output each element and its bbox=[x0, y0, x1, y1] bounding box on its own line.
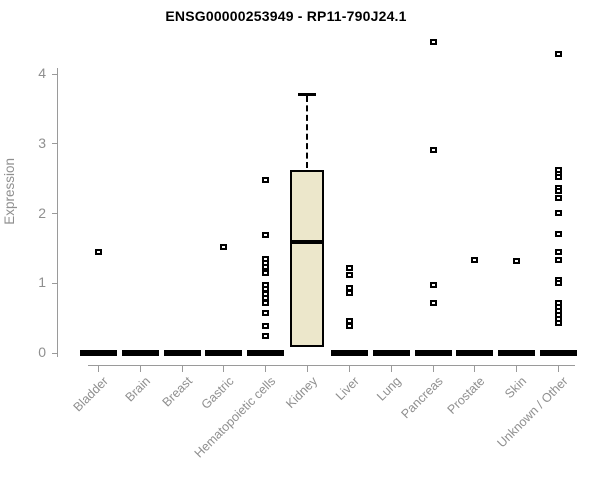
data-point bbox=[513, 257, 521, 264]
x-category-label: Brain bbox=[122, 374, 153, 405]
x-axis-tick bbox=[390, 366, 392, 372]
median-line bbox=[290, 240, 325, 245]
y-tick-label: 3 bbox=[38, 134, 46, 151]
collapsed-box bbox=[80, 350, 117, 356]
data-point bbox=[262, 310, 270, 317]
y-axis-tick bbox=[52, 73, 57, 75]
collapsed-box bbox=[456, 350, 494, 356]
data-point bbox=[429, 147, 437, 154]
data-point bbox=[555, 248, 563, 255]
whisker-line bbox=[306, 96, 309, 169]
data-point bbox=[429, 299, 437, 306]
data-point bbox=[555, 320, 563, 326]
data-point bbox=[555, 209, 563, 216]
x-axis-tick bbox=[558, 366, 560, 372]
data-point bbox=[220, 243, 228, 250]
y-tick-label: 0 bbox=[38, 344, 46, 360]
data-point bbox=[555, 195, 563, 202]
data-point bbox=[262, 269, 270, 276]
data-point bbox=[345, 264, 353, 271]
collapsed-box bbox=[247, 350, 285, 356]
data-point bbox=[555, 230, 563, 237]
collapsed-box bbox=[163, 350, 201, 356]
data-point bbox=[345, 290, 353, 296]
y-axis-tick bbox=[52, 143, 57, 145]
x-category-label: Prostate bbox=[444, 374, 488, 417]
x-category-label: Hematopoietic cells bbox=[191, 374, 279, 461]
collapsed-box bbox=[414, 350, 452, 356]
box bbox=[290, 170, 325, 348]
y-axis-line bbox=[57, 68, 58, 357]
data-point bbox=[262, 299, 270, 306]
x-axis-tick bbox=[223, 366, 225, 372]
x-axis-tick bbox=[265, 366, 267, 372]
data-point bbox=[555, 50, 563, 57]
collapsed-box bbox=[205, 350, 243, 356]
x-axis-tick bbox=[139, 366, 141, 372]
chart-title: ENSG00000253949 - RP11-790J24.1 bbox=[165, 8, 407, 24]
x-category-label: Kidney bbox=[283, 374, 321, 411]
data-point bbox=[262, 322, 270, 329]
data-point bbox=[429, 281, 437, 288]
x-axis-tick bbox=[307, 366, 309, 372]
x-category-label: Skin bbox=[502, 374, 530, 402]
y-tick-label: 2 bbox=[38, 204, 46, 221]
x-category-label: Breast bbox=[159, 374, 195, 410]
y-tick-label: 4 bbox=[38, 65, 46, 81]
collapsed-box bbox=[498, 350, 536, 356]
collapsed-box bbox=[540, 350, 578, 356]
data-point bbox=[345, 271, 353, 278]
whisker-cap bbox=[298, 93, 317, 97]
data-point bbox=[262, 264, 270, 271]
data-point bbox=[471, 257, 479, 264]
y-tick-label: 1 bbox=[38, 274, 46, 291]
data-point bbox=[429, 38, 437, 45]
data-point bbox=[262, 232, 270, 239]
x-axis-line bbox=[88, 365, 575, 366]
data-point bbox=[555, 280, 563, 287]
y-axis-tick bbox=[52, 213, 57, 214]
collapsed-box bbox=[372, 350, 410, 356]
x-category-label: Lung bbox=[374, 374, 404, 404]
x-category-label: Bladder bbox=[70, 374, 111, 415]
x-axis-tick bbox=[474, 366, 476, 372]
x-category-label: Gastric bbox=[198, 374, 237, 412]
data-point bbox=[555, 174, 563, 181]
data-point bbox=[262, 332, 270, 339]
x-category-label: Pancreas bbox=[398, 374, 446, 422]
data-point bbox=[345, 322, 353, 329]
data-point bbox=[262, 177, 270, 184]
data-point bbox=[555, 188, 563, 195]
y-axis-tick bbox=[52, 352, 57, 354]
x-axis-tick bbox=[432, 366, 434, 372]
x-axis-tick bbox=[348, 366, 350, 372]
collapsed-box bbox=[121, 350, 159, 356]
x-axis-tick bbox=[181, 366, 183, 372]
y-axis-tick bbox=[52, 282, 57, 284]
collapsed-box bbox=[330, 350, 368, 356]
data-point bbox=[95, 248, 102, 255]
x-category-label: Liver bbox=[332, 374, 362, 404]
x-axis-tick bbox=[516, 366, 518, 372]
x-axis-tick bbox=[98, 366, 99, 372]
data-point bbox=[555, 257, 563, 264]
